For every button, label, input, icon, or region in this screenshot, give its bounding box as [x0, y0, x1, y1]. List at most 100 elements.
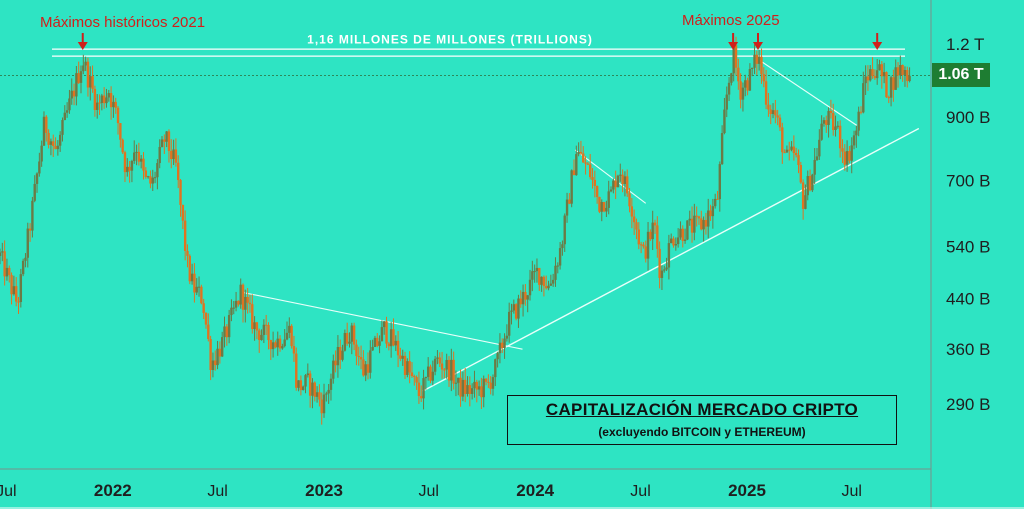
candle-body	[866, 76, 870, 81]
candle-body	[137, 151, 141, 162]
candle-body	[420, 396, 423, 399]
candle-body	[674, 244, 678, 246]
y-tick-label: 290 B	[946, 395, 990, 414]
candle-body	[850, 145, 853, 161]
candle-body	[852, 135, 856, 146]
candle-body	[757, 56, 761, 64]
candle-body	[63, 112, 67, 121]
trendline-downtrend-2024	[574, 149, 647, 204]
candle-body	[267, 325, 270, 341]
candle-body	[452, 359, 455, 384]
candle-body	[156, 163, 159, 178]
candle-body	[535, 267, 539, 272]
candle-body	[426, 366, 430, 377]
candle-body	[345, 332, 349, 344]
candle-body	[820, 123, 823, 140]
candle-body	[112, 101, 115, 108]
candle-body	[855, 130, 858, 136]
candle-body	[237, 300, 240, 305]
candle-body	[704, 219, 708, 227]
candle-body	[869, 69, 872, 81]
candle-body	[774, 110, 777, 116]
candle-body	[77, 73, 80, 83]
candle-body	[54, 146, 57, 150]
candle-body	[274, 342, 277, 348]
candle-body	[792, 146, 796, 154]
candle-body	[505, 335, 509, 339]
candle-body	[642, 244, 645, 247]
candle-body	[558, 248, 562, 266]
candle-body	[880, 64, 884, 77]
candle-body	[554, 265, 557, 280]
x-tick-label: Jul	[842, 483, 862, 500]
candle-body	[144, 170, 148, 178]
candle-body	[225, 326, 229, 338]
candle-body	[551, 279, 555, 284]
candle-body	[903, 69, 907, 75]
x-tick-label: 2025	[728, 481, 766, 500]
candle-body	[218, 348, 222, 357]
candle-body	[477, 386, 481, 390]
candle-body	[433, 358, 437, 372]
candle-body	[359, 357, 363, 360]
candle-body	[586, 163, 590, 165]
candle-body	[591, 177, 594, 180]
candle-body	[424, 376, 428, 379]
down-arrow-icon	[77, 33, 88, 50]
candle-body	[730, 73, 733, 83]
candle-body	[672, 238, 675, 246]
x-tick-label: 2022	[94, 481, 132, 500]
candle-body	[848, 151, 851, 161]
candle-body	[568, 199, 571, 204]
candle-body	[822, 120, 826, 124]
candle-body	[179, 180, 182, 205]
candle-body	[713, 198, 717, 207]
candle-body	[862, 83, 865, 113]
candle-body	[389, 329, 393, 347]
candle-body	[35, 173, 39, 184]
candle-body	[304, 375, 307, 387]
candle-body	[253, 322, 256, 330]
candle-body	[834, 126, 837, 130]
candle-body	[776, 115, 779, 118]
candle-body	[755, 54, 759, 64]
candle-body	[320, 399, 323, 414]
candle-body	[399, 355, 402, 359]
candle-body	[811, 174, 814, 191]
candle-body	[278, 338, 282, 349]
candle-body	[271, 342, 275, 350]
candle-body	[151, 177, 154, 184]
candle-body	[503, 338, 506, 349]
candle-body	[96, 102, 99, 110]
y-tick-label: 1.2 T	[946, 35, 984, 54]
annotation-arrows	[77, 33, 883, 50]
candle-body	[283, 339, 286, 347]
candle-body	[600, 202, 603, 212]
candle-body	[295, 353, 298, 388]
candle-body	[264, 324, 268, 326]
candle-body	[246, 296, 249, 303]
candle-body	[602, 202, 606, 212]
candle-body	[700, 218, 703, 230]
candle-body	[542, 276, 546, 287]
candle-body	[311, 382, 314, 396]
candle-body	[193, 273, 196, 293]
y-tick-label: 540 B	[946, 237, 990, 256]
candle-body	[612, 180, 615, 190]
candle-body	[683, 239, 687, 241]
candle-body	[40, 145, 43, 162]
x-tick-label: Jul	[0, 483, 17, 500]
candle-body	[146, 176, 150, 178]
candle-body	[896, 67, 900, 76]
candle-body	[748, 69, 752, 91]
candle-body	[207, 324, 210, 340]
candle-body	[357, 355, 360, 358]
candle-body	[693, 215, 696, 233]
candle-body	[470, 388, 474, 394]
candle-body	[204, 312, 208, 325]
candle-body	[28, 228, 32, 231]
candle-body	[626, 176, 629, 194]
candle-body	[308, 373, 312, 396]
candle-body	[223, 326, 226, 338]
candle-body	[584, 162, 587, 164]
